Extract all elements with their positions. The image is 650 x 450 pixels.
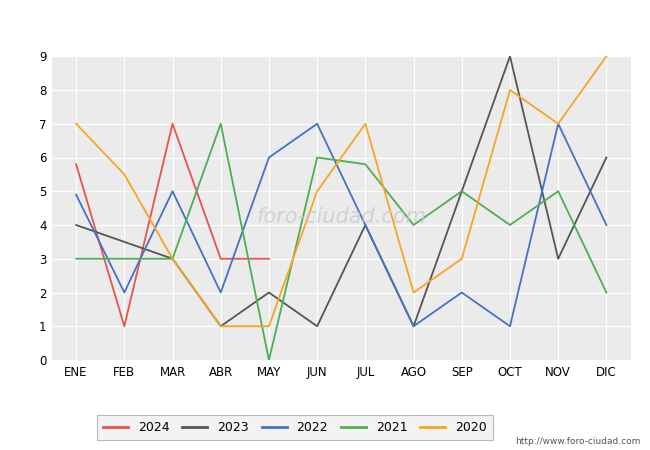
- 2020: [217, 324, 225, 329]
- Line: 2020: 2020: [76, 56, 606, 326]
- 2024: [120, 324, 128, 329]
- 2020: [458, 256, 465, 261]
- 2023: [458, 189, 465, 194]
- 2020: [168, 256, 176, 261]
- 2022: [217, 290, 225, 295]
- 2020: [506, 87, 514, 93]
- 2023: [265, 290, 273, 295]
- 2021: [554, 189, 562, 194]
- Line: 2021: 2021: [76, 124, 606, 360]
- 2023: [72, 222, 80, 228]
- 2021: [458, 189, 465, 194]
- Legend: 2024, 2023, 2022, 2021, 2020: 2024, 2023, 2022, 2021, 2020: [97, 415, 493, 440]
- 2021: [72, 256, 80, 261]
- Text: http://www.foro-ciudad.com: http://www.foro-ciudad.com: [515, 436, 640, 446]
- 2022: [554, 121, 562, 126]
- 2021: [506, 222, 514, 228]
- 2024: [265, 256, 273, 261]
- 2024: [217, 256, 225, 261]
- 2023: [506, 54, 514, 59]
- 2021: [265, 357, 273, 363]
- 2021: [361, 162, 369, 167]
- 2023: [410, 324, 417, 329]
- 2020: [554, 121, 562, 126]
- 2023: [168, 256, 176, 261]
- 2022: [506, 324, 514, 329]
- 2020: [120, 171, 128, 177]
- Line: 2022: 2022: [76, 124, 606, 326]
- 2022: [120, 290, 128, 295]
- 2020: [361, 121, 369, 126]
- 2021: [603, 290, 610, 295]
- 2022: [72, 192, 80, 197]
- 2021: [313, 155, 321, 160]
- 2022: [458, 290, 465, 295]
- 2023: [603, 155, 610, 160]
- Line: 2023: 2023: [76, 56, 606, 326]
- Text: foro-ciudad.com: foro-ciudad.com: [256, 207, 426, 227]
- Text: Matriculaciones de Vehículos en Polán: Matriculaciones de Vehículos en Polán: [159, 14, 491, 33]
- 2020: [72, 121, 80, 126]
- 2020: [410, 290, 417, 295]
- 2023: [217, 324, 225, 329]
- 2022: [168, 189, 176, 194]
- 2020: [603, 54, 610, 59]
- 2021: [410, 222, 417, 228]
- 2023: [120, 239, 128, 245]
- 2022: [313, 121, 321, 126]
- 2022: [603, 222, 610, 228]
- 2021: [120, 256, 128, 261]
- 2021: [217, 121, 225, 126]
- 2021: [168, 256, 176, 261]
- Line: 2024: 2024: [76, 124, 269, 326]
- 2020: [313, 189, 321, 194]
- 2023: [554, 256, 562, 261]
- 2022: [410, 324, 417, 329]
- 2024: [168, 121, 176, 126]
- 2023: [313, 324, 321, 329]
- 2022: [265, 155, 273, 160]
- 2024: [72, 162, 80, 167]
- 2020: [265, 324, 273, 329]
- 2023: [361, 222, 369, 228]
- 2022: [361, 222, 369, 228]
